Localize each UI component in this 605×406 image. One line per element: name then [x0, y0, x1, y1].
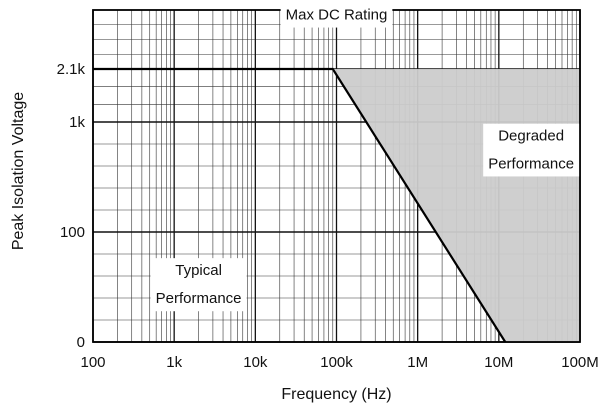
annotation-background	[280, 2, 393, 28]
x-tick-label: 1M	[407, 354, 428, 371]
x-tick-label: 100	[80, 354, 105, 371]
annotation-text: Degraded	[498, 128, 564, 145]
series-layer	[93, 67, 507, 343]
degraded-performance-label: Degraded Performance	[483, 123, 580, 177]
y-axis-title: Peak Isolation Voltage	[10, 92, 27, 250]
x-tick-label: 100k	[320, 354, 353, 371]
typical-performance-label: Typical Performance	[150, 258, 247, 312]
annotation-layer: Max DC Rating Degraded Performance Typical P…	[150, 2, 580, 312]
tick-label-layer: 100 1k 10k 100k 1M 10M 100M 0 100 1k 2.1k	[57, 61, 599, 371]
annotation-background	[483, 123, 580, 177]
annotation-text: Performance	[488, 155, 574, 172]
x-axis-title: Frequency (Hz)	[281, 386, 391, 403]
y-tick-label: 0	[77, 334, 85, 351]
x-tick-label: 1k	[166, 354, 182, 371]
y-tick-label: 2.1k	[57, 61, 86, 78]
x-tick-label: 10M	[484, 354, 513, 371]
annotation-background	[150, 258, 247, 312]
annotation-text: Max DC Rating	[286, 7, 388, 24]
annotation-text: Typical	[175, 262, 222, 279]
voltage-rating-line	[93, 67, 507, 343]
y-tick-label: 1k	[69, 114, 85, 131]
y-tick-label: 100	[60, 224, 85, 241]
x-tick-label: 100M	[561, 354, 599, 371]
max-dc-rating-label: Max DC Rating	[280, 2, 393, 28]
x-tick-label: 10k	[243, 354, 268, 371]
annotation-text: Performance	[156, 290, 242, 307]
